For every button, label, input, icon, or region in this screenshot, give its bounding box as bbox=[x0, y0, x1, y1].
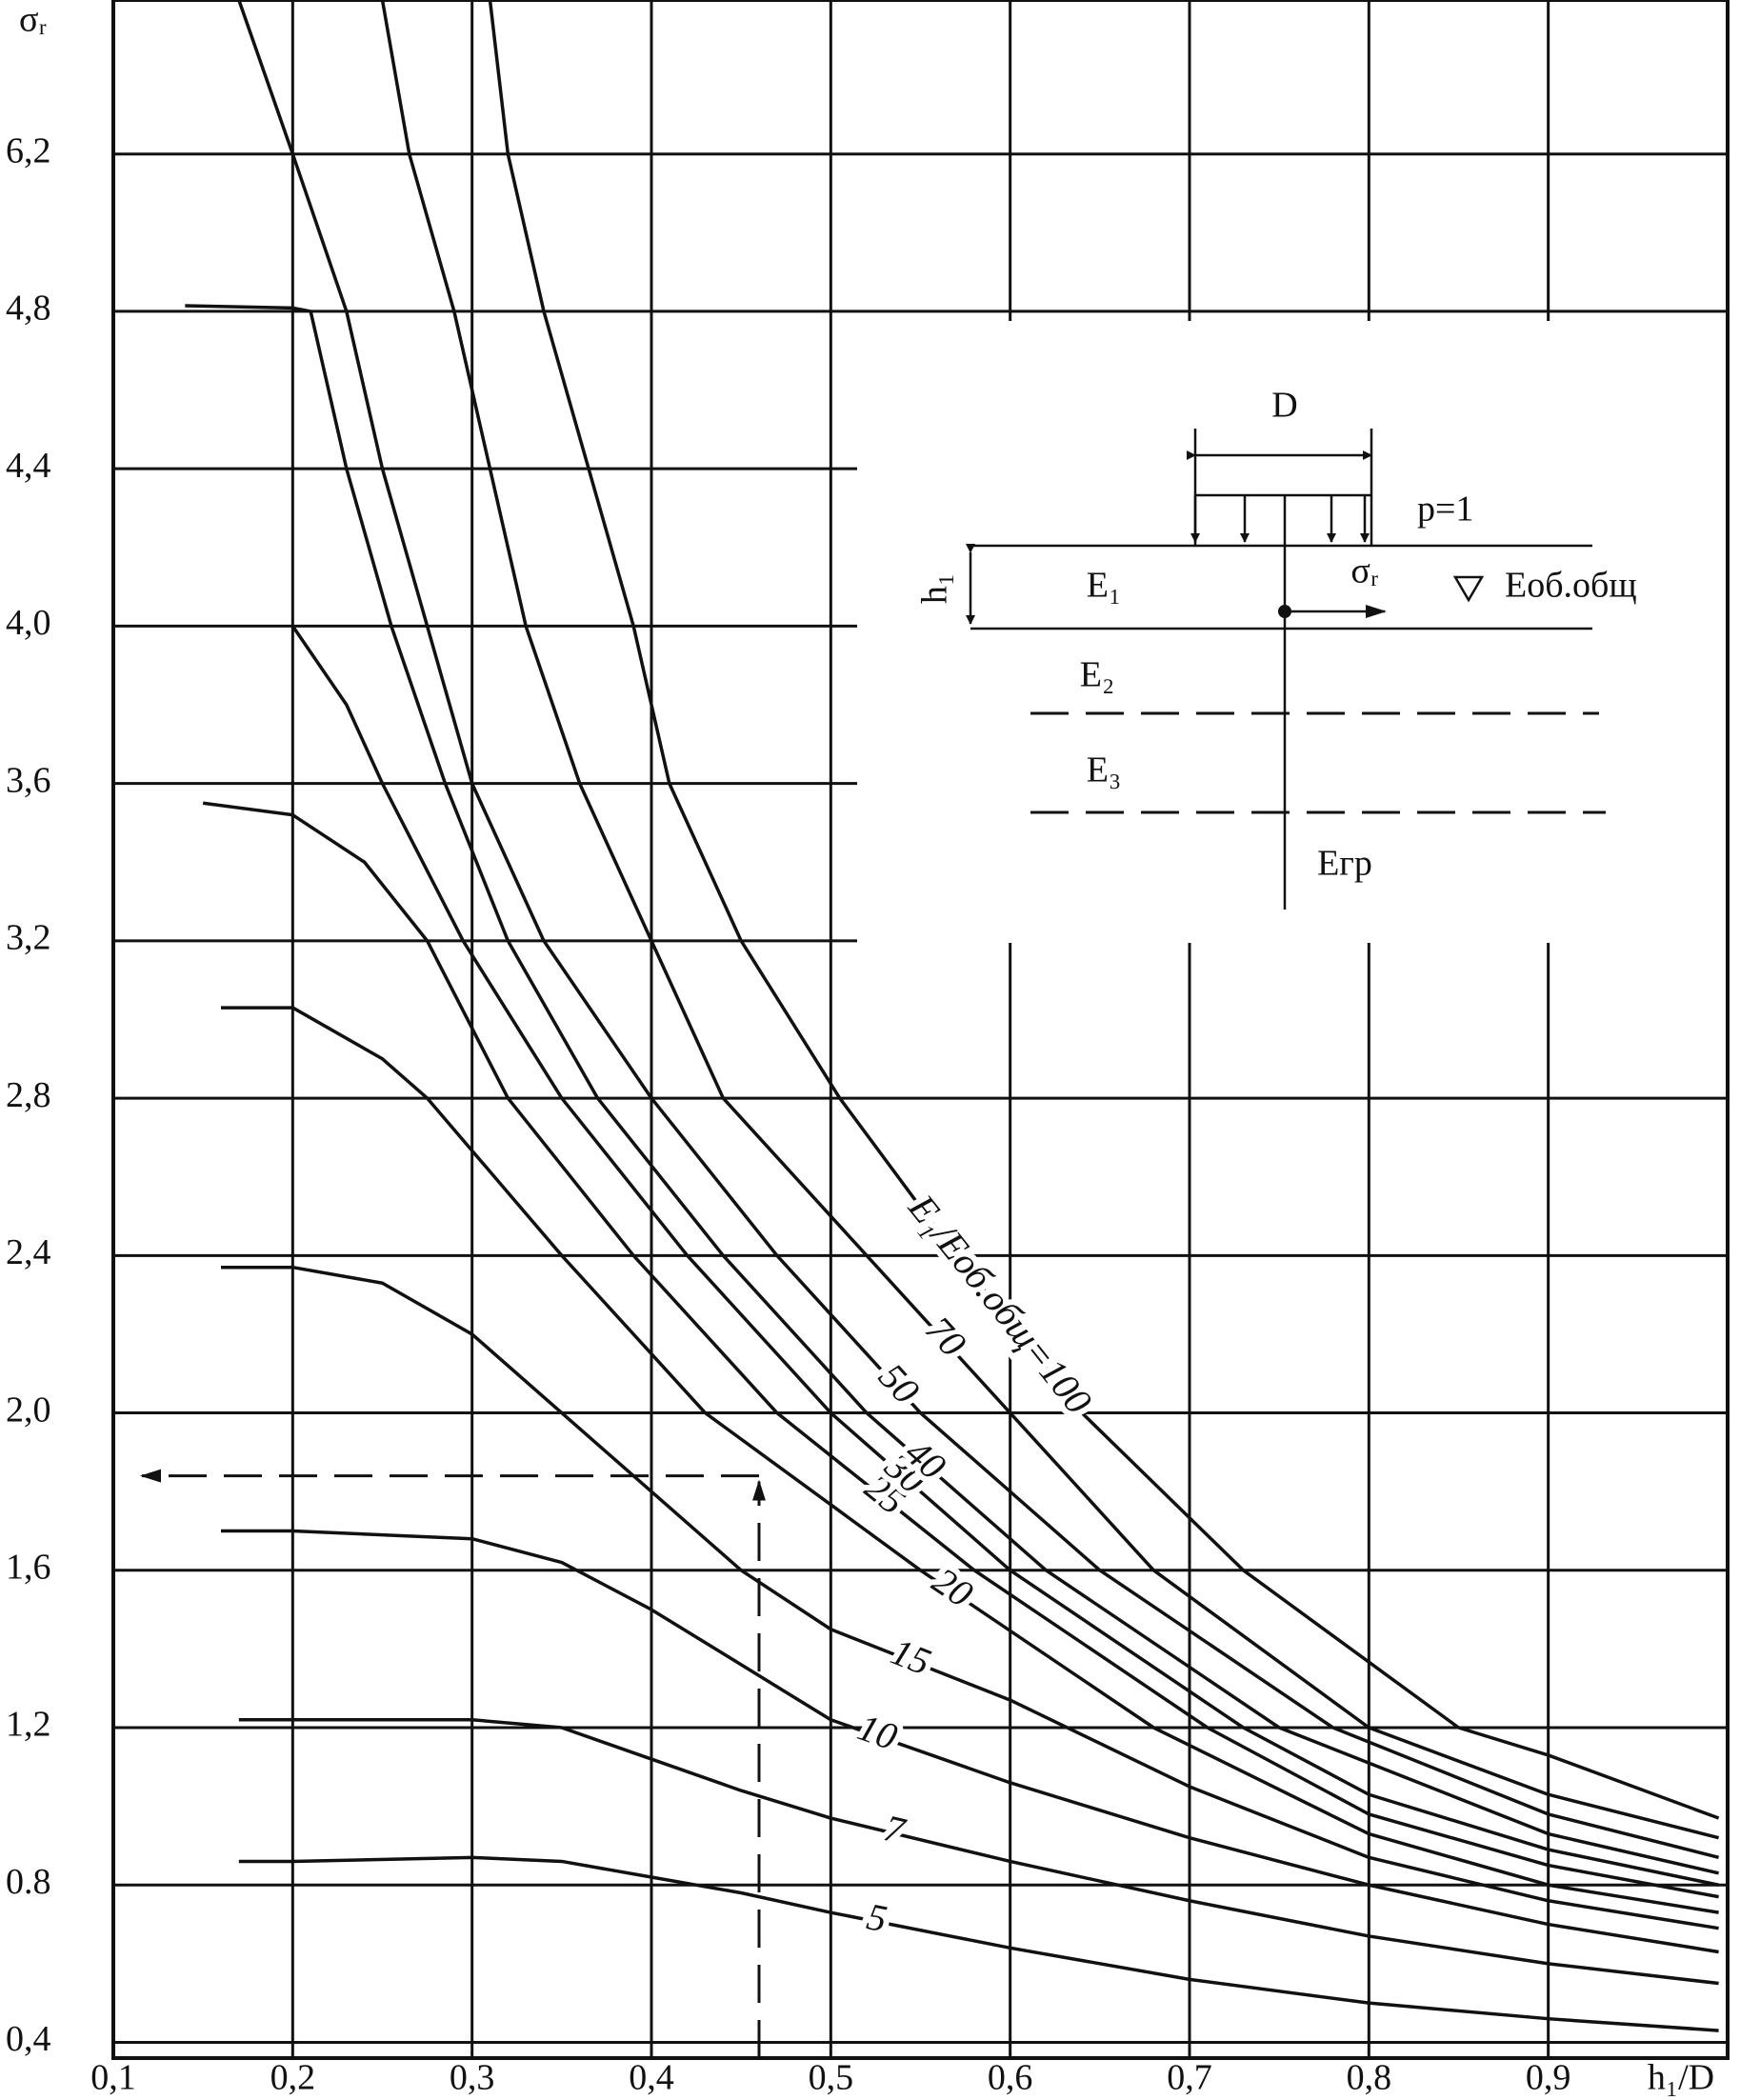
x-tick-label: 0,8 bbox=[1347, 2058, 1392, 2098]
curve-label: 50 bbox=[870, 1355, 928, 1412]
x-tick-label: 0,9 bbox=[1526, 2058, 1571, 2098]
x-tick-label: 0,2 bbox=[270, 2058, 316, 2098]
inset-label: h₁ bbox=[915, 573, 955, 604]
inset-label: Eоб.общ bbox=[1505, 566, 1637, 606]
inset-label: σᵣ bbox=[1350, 551, 1378, 591]
x-tick-label: 0,7 bbox=[1167, 2058, 1212, 2098]
curve bbox=[290, 625, 1719, 1887]
y-axis-label: σᵣ bbox=[19, 0, 47, 40]
curve bbox=[221, 1265, 1719, 1930]
x-axis-label: h₁/D bbox=[1648, 2058, 1714, 2098]
y-tick-label: 3,2 bbox=[6, 918, 51, 958]
y-tick-label: 4,0 bbox=[6, 603, 51, 643]
plot-frame bbox=[111, 0, 1730, 2060]
inset-label: Eгр bbox=[1317, 844, 1372, 884]
y-tick-label: 2,8 bbox=[6, 1075, 51, 1115]
curve bbox=[202, 801, 1719, 1899]
inset-label: E₂ bbox=[1080, 655, 1114, 695]
curve bbox=[221, 1006, 1719, 1914]
curve bbox=[221, 1529, 1719, 1954]
grid bbox=[111, 0, 1730, 2060]
curve-label: E₁/Eоб.общ=100 bbox=[900, 1186, 1101, 1422]
x-tick-label: 0,6 bbox=[988, 2058, 1033, 2098]
y-tick-label: 0,4 bbox=[6, 2019, 51, 2059]
inset-diagram: D p=1 h₁ E₁ σᵣ Eоб.общ E₂ E₃ Eгр bbox=[857, 321, 1726, 943]
curve bbox=[237, 0, 1720, 1860]
curve bbox=[238, 1855, 1719, 2032]
y-tick-label: 0.8 bbox=[6, 1862, 51, 1902]
x-tick-label: 0,4 bbox=[629, 2058, 674, 2098]
y-tick-label: 1,6 bbox=[6, 1547, 51, 1587]
curve-label: 5 bbox=[864, 1894, 890, 1940]
curve-label: 10 bbox=[852, 1706, 903, 1759]
curve-label: 7 bbox=[880, 1806, 910, 1852]
curve bbox=[488, 0, 1720, 1820]
y-tick-label: 6,2 bbox=[6, 130, 51, 170]
curve bbox=[185, 304, 1719, 1875]
x-tick-label: 0,5 bbox=[809, 2058, 854, 2098]
x-tick-label: 0,3 bbox=[450, 2058, 495, 2098]
y-tick-label: 4,4 bbox=[6, 446, 51, 486]
inset-label: E₁ bbox=[1087, 566, 1121, 606]
water-symbol bbox=[1452, 575, 1485, 603]
inset-label: D bbox=[1271, 386, 1297, 426]
curve-label: 70 bbox=[917, 1308, 974, 1365]
y-tick-label: 4,8 bbox=[6, 289, 51, 329]
curve bbox=[238, 1718, 1719, 1986]
curve-label: 15 bbox=[886, 1630, 937, 1684]
y-tick-label: 2,0 bbox=[6, 1390, 51, 1430]
inset-label: p=1 bbox=[1417, 490, 1473, 530]
inset-label: E₃ bbox=[1087, 750, 1121, 790]
y-tick-label: 2,4 bbox=[6, 1232, 51, 1272]
inset-background bbox=[857, 321, 1726, 943]
x-tick-label: 0,1 bbox=[90, 2058, 136, 2098]
y-tick-label: 3,6 bbox=[6, 760, 51, 800]
y-tick-label: 1,2 bbox=[6, 1705, 51, 1745]
curve bbox=[380, 0, 1720, 1840]
